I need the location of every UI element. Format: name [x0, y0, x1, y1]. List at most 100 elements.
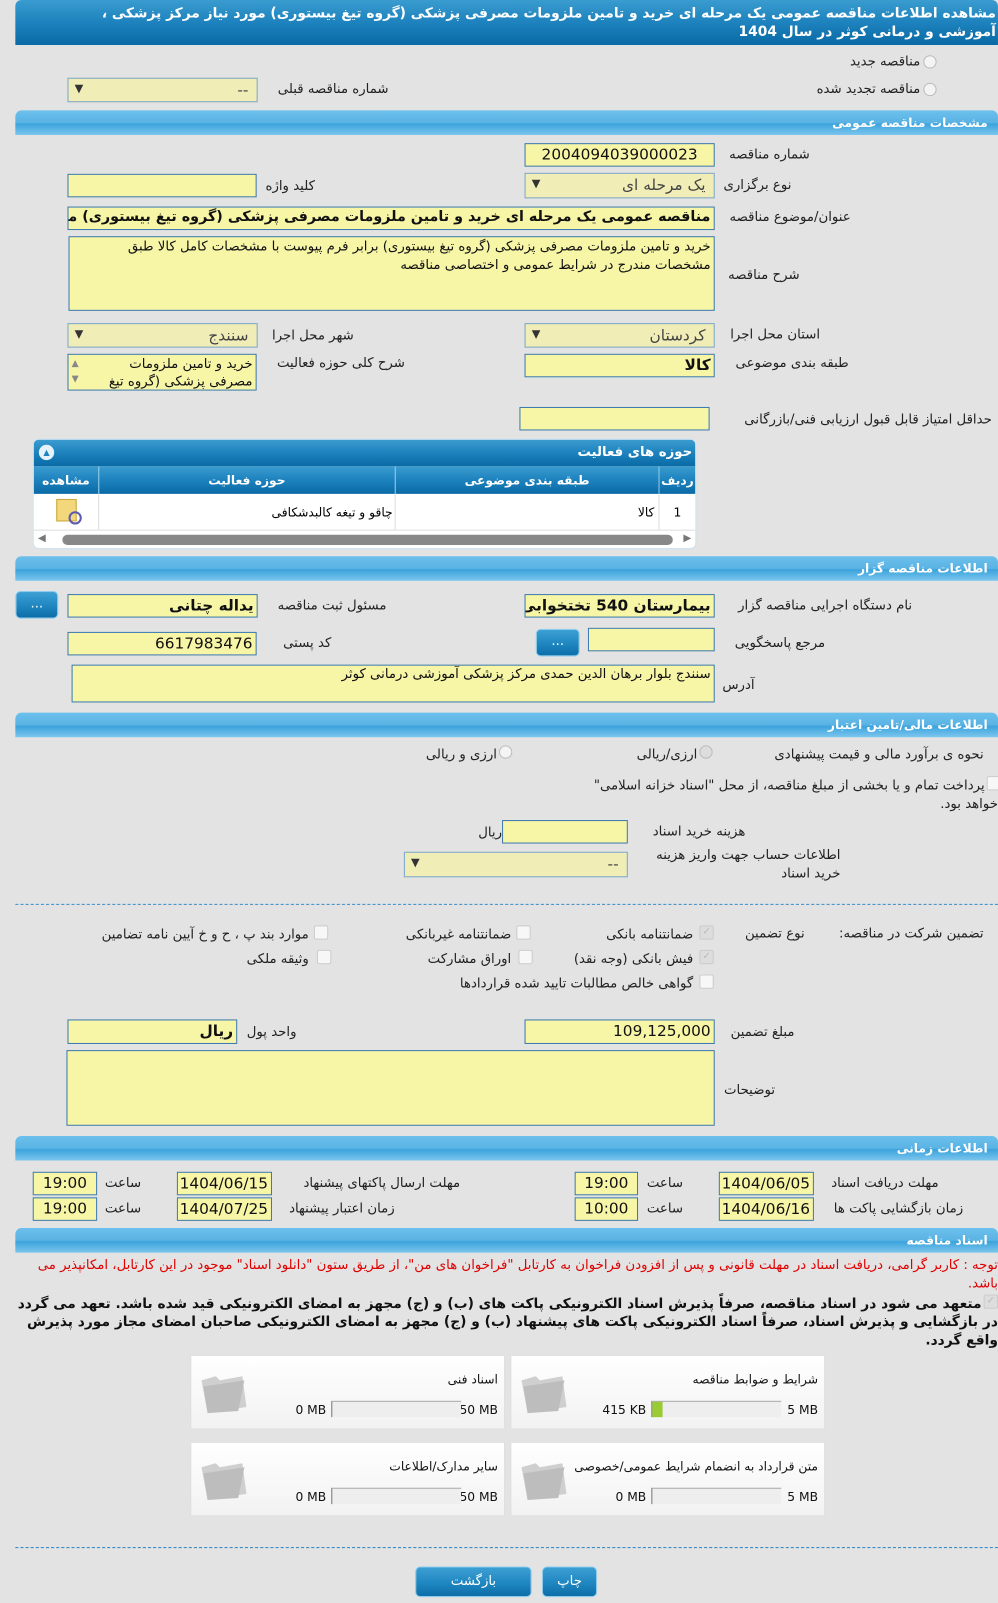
organization-field[interactable]: بیمارستان 540 تختخوابی کوثر: [524, 594, 715, 618]
postal-code-label: کد پستی: [283, 635, 332, 652]
time-label: ساعت: [104, 1175, 142, 1192]
opening-time[interactable]: 10:00: [574, 1197, 639, 1221]
guarantee-checkbox[interactable]: [316, 949, 332, 965]
commitment-checkbox[interactable]: ✓: [983, 1294, 998, 1309]
province-value: کردستان: [649, 326, 706, 345]
submit-deadline-time[interactable]: 19:00: [32, 1171, 98, 1196]
submit-deadline-label: مهلت ارسال پاکتهای پیشنهاد: [303, 1175, 461, 1192]
currency-and-rial-radio[interactable]: [498, 745, 513, 759]
document-current-size: 0 MB: [295, 1489, 327, 1505]
column-header: مشاهده: [42, 472, 90, 488]
document-progress-bar: [331, 1487, 462, 1505]
currency-field[interactable]: ریال: [67, 1019, 238, 1044]
renewed-tender-radio[interactable]: [923, 82, 937, 97]
keyword-label: کلید واژه: [265, 178, 315, 195]
city-select[interactable]: سنندج ▼: [67, 323, 258, 348]
scroll-left-icon[interactable]: ◀: [37, 532, 46, 544]
document-title: سایر مدارک/اطلاعات: [389, 1459, 498, 1474]
horizontal-scrollbar[interactable]: ◀ ▶: [33, 529, 696, 548]
validity-date[interactable]: 1404/07/25: [176, 1197, 272, 1221]
prev-number-label: شماره مناقصه قبلی: [277, 81, 389, 98]
validity-time[interactable]: 19:00: [32, 1197, 98, 1221]
officer-more-button[interactable]: ...: [15, 591, 59, 619]
page-title: مشاهده اطلاعات مناقصه عمومی یک مرحله ای …: [101, 5, 996, 40]
currency-rial-label: ارزی/ریالی: [636, 747, 698, 763]
postal-code-field[interactable]: 6617983476: [67, 631, 257, 656]
guarantee-checkbox[interactable]: [699, 974, 714, 989]
document-current-size: 415 KB: [602, 1402, 647, 1418]
chevron-down-icon: ▼: [411, 855, 420, 870]
validity-label: زمان اعتبار پیشنهاد: [289, 1201, 395, 1217]
document-current-size: 0 MB: [615, 1489, 647, 1505]
prev-number-select[interactable]: -- ▼: [67, 77, 258, 103]
description-field[interactable]: خرید و تامین ملزومات مصرفی پزشکی (گروه ت…: [68, 236, 715, 311]
estimate-method-label: نحوه ی برآورد مالی و قیمت پیشنهادی: [774, 747, 984, 763]
reference-more-button[interactable]: ...: [535, 628, 580, 657]
category-field[interactable]: کالا: [524, 353, 715, 378]
subject-field[interactable]: مناقصه عمومی یک مرحله ای خرید و تامین مل…: [67, 206, 715, 231]
guarantee-checkbox[interactable]: ✓: [699, 949, 714, 965]
collapse-icon[interactable]: ▲: [38, 444, 55, 461]
table-row: 1 کالا چاقو و تیغه کالبدشکافی: [34, 493, 696, 530]
activities-table: ردیف طبقه بندی موضوعی حوزه فعالیت مشاهده…: [33, 466, 696, 530]
new-tender-radio[interactable]: [923, 55, 937, 69]
document-progress-bar: [651, 1487, 782, 1505]
guarantee-amount-field[interactable]: 109,125,000: [524, 1019, 715, 1044]
document-item[interactable]: سایر مدارک/اطلاعات 50 MB 0 MB: [190, 1441, 506, 1517]
treasury-text-end: خواهد بود.: [940, 796, 998, 812]
activities-title: حوزه های فعالیت: [577, 444, 693, 461]
scroll-thumb[interactable]: [62, 534, 673, 545]
row-field: چاقو و تیغه کالبدشکافی: [98, 493, 396, 530]
document-max-size: 5 MB: [787, 1489, 818, 1505]
guarantee-checkbox[interactable]: [313, 925, 329, 940]
document-item[interactable]: اسناد فنی 50 MB 0 MB: [190, 1354, 506, 1430]
guarantee-checkbox[interactable]: [518, 949, 533, 965]
guarantee-checkbox[interactable]: ✓: [699, 925, 714, 940]
activity-desc-listbox[interactable]: خرید و تامین ملزومات مصرفی پزشکی (گروه ت…: [67, 353, 257, 391]
chevron-down-icon: ▼: [531, 327, 541, 341]
city-label: شهر محل اجرا: [272, 328, 354, 344]
print-button[interactable]: چاپ: [541, 1566, 598, 1598]
holding-type-select[interactable]: یک مرحله ای ▼: [524, 172, 715, 199]
chevron-down-icon: ▼: [74, 327, 84, 341]
guarantee-option-label: ضمانتنامه بانکی: [606, 927, 694, 943]
scroll-right-icon[interactable]: ▶: [683, 532, 692, 544]
row-index: 1: [658, 493, 696, 530]
officer-field[interactable]: یداله چتانی: [67, 594, 258, 618]
guarantee-checkbox[interactable]: [516, 925, 531, 940]
document-item[interactable]: متن قرارداد به انضمام شرایط عمومی/خصوصی …: [510, 1441, 826, 1517]
notes-field[interactable]: [66, 1050, 715, 1126]
reference-field[interactable]: [587, 627, 715, 652]
keyword-field[interactable]: [67, 173, 257, 198]
holding-type-value: یک مرحله ای: [622, 175, 706, 195]
back-button[interactable]: بازگشت: [415, 1566, 532, 1598]
min-score-field[interactable]: [519, 406, 710, 431]
document-item[interactable]: شرایط و ضوابط مناقصه 5 MB 415 KB: [510, 1354, 826, 1430]
treasury-text: پرداخت تمام و یا بخشی از مبلغ مناقصه، از…: [593, 778, 985, 794]
section-title: اطلاعات مناقصه گزار: [857, 561, 988, 576]
section-title: مشخصات مناقصه عمومی: [832, 115, 988, 130]
progress-fill: [652, 1401, 663, 1418]
doc-fee-field[interactable]: [502, 820, 628, 844]
currency-rial-radio[interactable]: [699, 745, 713, 759]
treasury-checkbox[interactable]: [986, 776, 998, 791]
document-progress-bar: [331, 1400, 462, 1418]
tender-number-field[interactable]: 2004094039000023: [524, 143, 715, 167]
address-label: آدرس: [722, 677, 755, 694]
opening-date[interactable]: 1404/06/16: [718, 1197, 814, 1221]
view-document-icon[interactable]: [55, 498, 82, 525]
submit-deadline-date[interactable]: 1404/06/15: [176, 1171, 272, 1196]
page-header: مشاهده اطلاعات مناقصه عمومی یک مرحله ای …: [15, 0, 998, 45]
scroll-arrows-icon[interactable]: ▲ ▼: [71, 358, 79, 385]
doc-deadline-date[interactable]: 1404/06/05: [718, 1171, 814, 1196]
document-max-size: 50 MB: [459, 1489, 498, 1505]
doc-deadline-time[interactable]: 19:00: [574, 1171, 639, 1196]
min-score-label: حداقل امتیاز قابل قبول ارزیابی فنی/بازرگ…: [744, 412, 992, 428]
chevron-down-icon: ▼: [74, 81, 84, 96]
activity-desc-label: شرح کلی حوزه فعالیت: [276, 355, 405, 372]
address-field[interactable]: سنندج بلوار برهان الدین حمدی مرکز پزشکی …: [71, 664, 715, 703]
account-info-select[interactable]: -- ▼: [403, 851, 628, 878]
province-select[interactable]: کردستان ▼: [524, 323, 715, 348]
currency-and-rial-label: ارزی و ریالی: [425, 747, 497, 763]
city-value: سنندج: [208, 326, 249, 345]
